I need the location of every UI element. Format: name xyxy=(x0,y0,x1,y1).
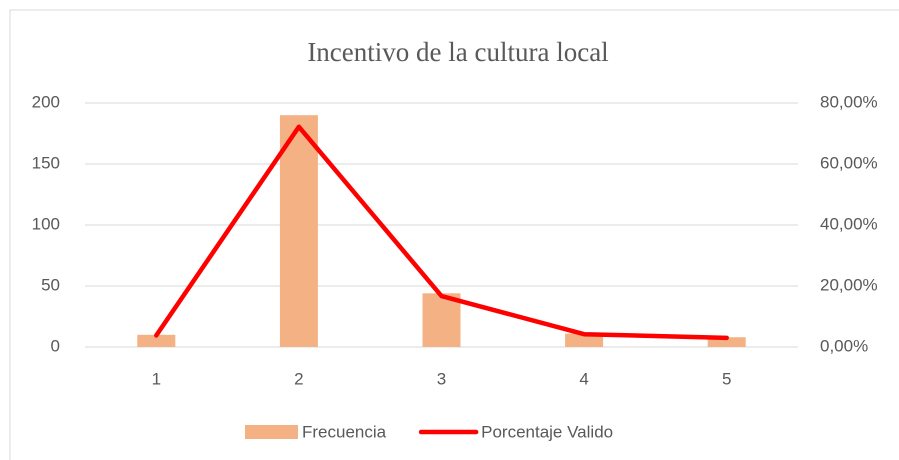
bar xyxy=(422,293,461,347)
x-tick-label: 4 xyxy=(579,369,588,388)
legend-swatch xyxy=(245,425,298,439)
bar xyxy=(279,115,318,347)
y-tick-label: 50 xyxy=(41,275,60,294)
y2-tick-label: 20,00% xyxy=(820,275,878,294)
y-tick-label: 150 xyxy=(32,153,60,172)
x-tick-label: 3 xyxy=(437,369,446,388)
legend-label: Porcentaje Valido xyxy=(481,422,613,441)
chart-border xyxy=(9,9,899,460)
line xyxy=(154,124,729,341)
legend-label: Frecuencia xyxy=(302,422,387,441)
y-tick-label: 200 xyxy=(32,92,60,111)
x-tick-label: 1 xyxy=(152,369,161,388)
y2-tick-label: 40,00% xyxy=(820,214,878,233)
y-tick-label: 0 xyxy=(51,336,60,355)
bar xyxy=(565,333,604,347)
y2-tick-label: 0,00% xyxy=(820,336,868,355)
bar xyxy=(137,334,176,347)
bar xyxy=(707,337,746,347)
x-tick-label: 2 xyxy=(294,369,303,388)
x-tick-label: 5 xyxy=(722,369,731,388)
y2-tick-label: 80,00% xyxy=(820,92,878,111)
y2-tick-label: 60,00% xyxy=(820,153,878,172)
y-tick-label: 100 xyxy=(32,214,60,233)
chart-title: Incentivo de la cultura local xyxy=(307,37,608,67)
